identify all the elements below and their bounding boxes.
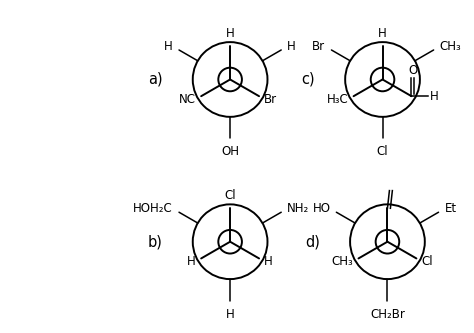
- Text: CH₃: CH₃: [332, 255, 354, 268]
- Text: Cl: Cl: [377, 146, 388, 159]
- Text: Br: Br: [312, 40, 326, 53]
- Text: HO: HO: [312, 202, 330, 215]
- Text: c): c): [301, 72, 315, 87]
- Text: Cl: Cl: [421, 255, 433, 268]
- Text: O: O: [408, 64, 417, 77]
- Text: H: H: [187, 255, 196, 268]
- Text: NC: NC: [179, 93, 196, 106]
- Text: CH₃: CH₃: [439, 40, 461, 53]
- Text: H: H: [264, 255, 273, 268]
- Circle shape: [371, 68, 394, 91]
- Text: a): a): [148, 72, 163, 87]
- Text: Br: Br: [264, 93, 277, 106]
- Text: H: H: [226, 308, 235, 321]
- Circle shape: [219, 230, 242, 253]
- Text: HOH₂C: HOH₂C: [133, 202, 173, 215]
- Text: H: H: [287, 40, 296, 53]
- Text: CH₂Br: CH₂Br: [370, 308, 405, 321]
- Text: d): d): [305, 234, 320, 249]
- Text: H₃C: H₃C: [327, 93, 348, 106]
- Circle shape: [219, 68, 242, 91]
- Text: H: H: [378, 27, 387, 40]
- Text: H: H: [226, 27, 235, 40]
- Text: Et: Et: [445, 202, 456, 215]
- Text: OH: OH: [221, 146, 239, 159]
- Text: Cl: Cl: [224, 189, 236, 202]
- Text: H: H: [164, 40, 173, 53]
- Text: b): b): [148, 234, 163, 249]
- Circle shape: [376, 230, 399, 253]
- Text: H: H: [430, 90, 438, 103]
- Text: NH₂: NH₂: [287, 202, 310, 215]
